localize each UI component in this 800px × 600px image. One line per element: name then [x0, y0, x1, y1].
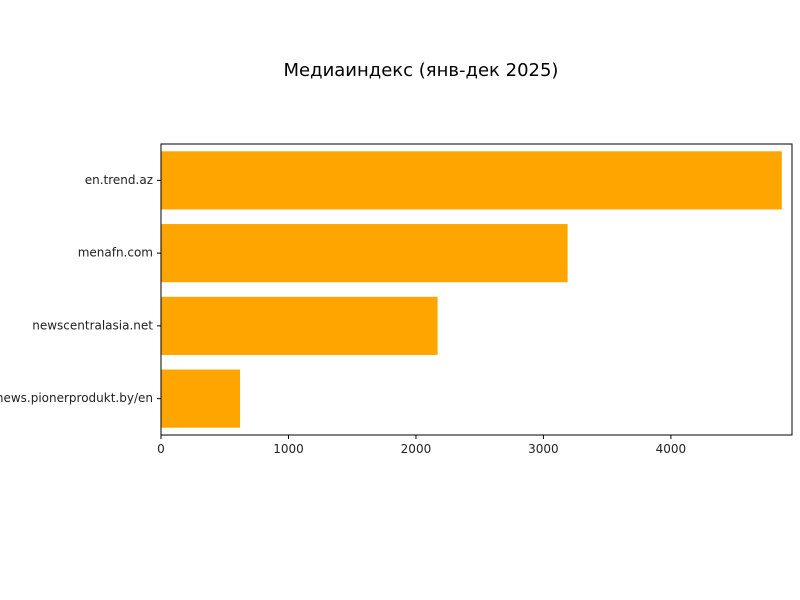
- y-tick-label: menafn.com: [78, 246, 153, 260]
- y-tick-label: en.trend.az: [85, 173, 153, 187]
- y-tick-label: news.pionerprodukt.by/en: [0, 391, 153, 405]
- x-tick-label: 3000: [528, 442, 559, 456]
- bar-2: [161, 296, 438, 355]
- plot-frame: [160, 143, 793, 436]
- x-tick-label: 1000: [273, 442, 304, 456]
- bar-3: [161, 369, 241, 428]
- bar-1: [161, 224, 568, 283]
- bar-0: [161, 151, 782, 210]
- x-tick-label: 2000: [401, 442, 432, 456]
- y-tick-label: newscentralasia.net: [32, 318, 153, 332]
- x-tick-label: 0: [157, 442, 165, 456]
- chart-title: Медиаиндекс (янв-дек 2025): [283, 60, 559, 81]
- ticks-layer: en.trend.az menafn.com newscentralasia.net…: [0, 173, 686, 456]
- bars-layer: [161, 151, 782, 428]
- x-tick-label: 4000: [656, 442, 687, 456]
